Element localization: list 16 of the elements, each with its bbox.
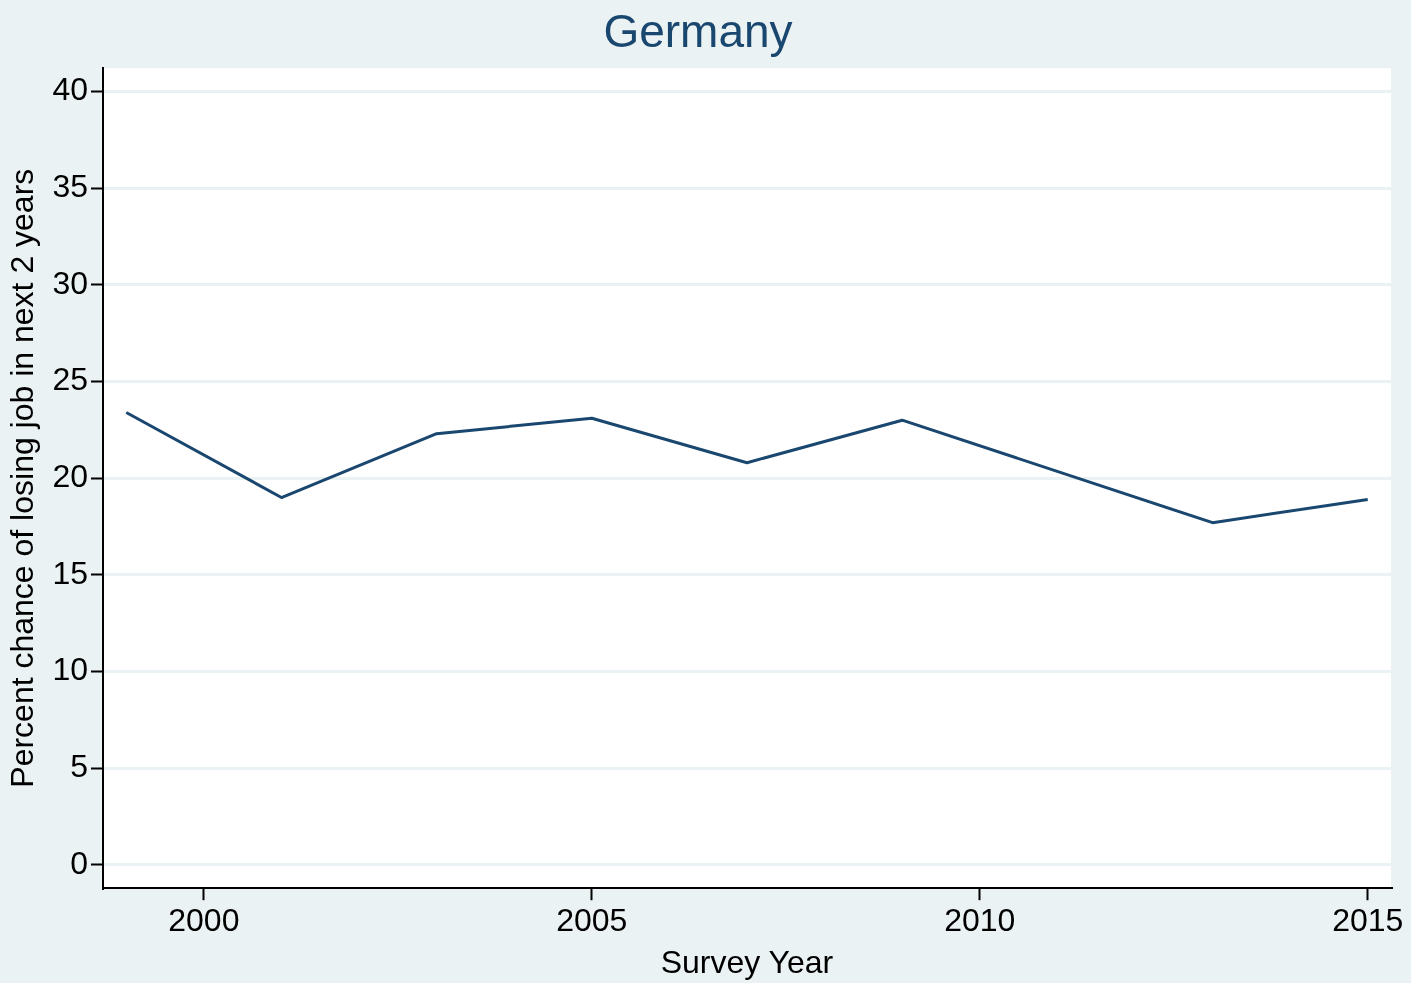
x-tick-label: 2015	[1332, 902, 1404, 939]
y-tick-label: 20	[52, 458, 88, 495]
x-tick-label: 2000	[168, 902, 240, 939]
y-tick-label: 5	[70, 748, 88, 785]
y-tick-label: 10	[52, 651, 88, 688]
x-tick-label: 2010	[944, 902, 1016, 939]
x-tick-label: 2005	[556, 902, 628, 939]
y-tick-label: 40	[52, 71, 88, 108]
chart-title: Germany	[603, 5, 793, 58]
x-axis-title: Survey Year	[660, 943, 834, 980]
y-tick-label: 15	[52, 554, 88, 591]
y-tick-label: 25	[52, 361, 88, 398]
y-tick-label: 30	[52, 264, 88, 301]
y-tick-label: 0	[70, 844, 88, 881]
y-tick-label: 35	[52, 167, 88, 204]
y-axis-title: Percent chance of losing job in next 2 years	[4, 168, 41, 788]
